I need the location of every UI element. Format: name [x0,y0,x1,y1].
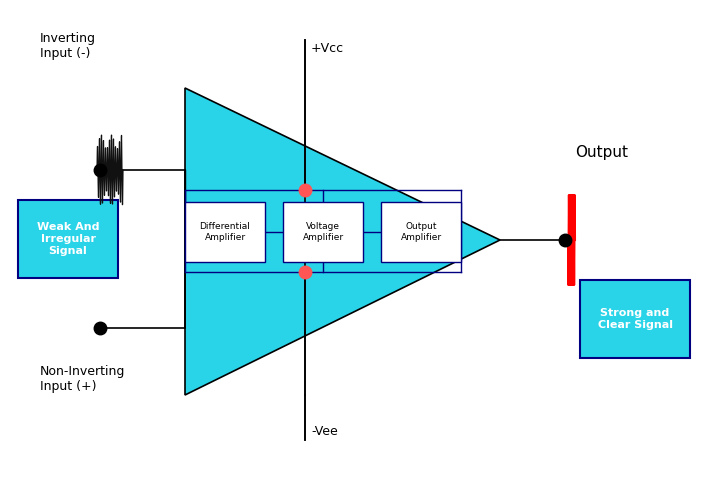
Text: Voltage
Amplifier: Voltage Amplifier [302,222,343,242]
FancyBboxPatch shape [381,202,461,262]
FancyBboxPatch shape [185,202,265,262]
Polygon shape [185,88,500,395]
Text: Weak And
Irregular
Signal: Weak And Irregular Signal [37,222,99,256]
Text: Differential
Amplifier: Differential Amplifier [200,222,250,242]
Text: Output: Output [575,145,628,160]
Text: -Vee: -Vee [311,425,338,438]
FancyBboxPatch shape [283,202,363,262]
FancyBboxPatch shape [580,280,690,358]
FancyBboxPatch shape [18,200,118,278]
Text: Inverting
Input (-): Inverting Input (-) [40,32,96,60]
Text: +Vcc: +Vcc [311,42,344,55]
Text: Output
Amplifier: Output Amplifier [400,222,441,242]
Text: Strong and
Clear Signal: Strong and Clear Signal [598,308,673,330]
Text: Non-Inverting
Input (+): Non-Inverting Input (+) [40,365,125,393]
